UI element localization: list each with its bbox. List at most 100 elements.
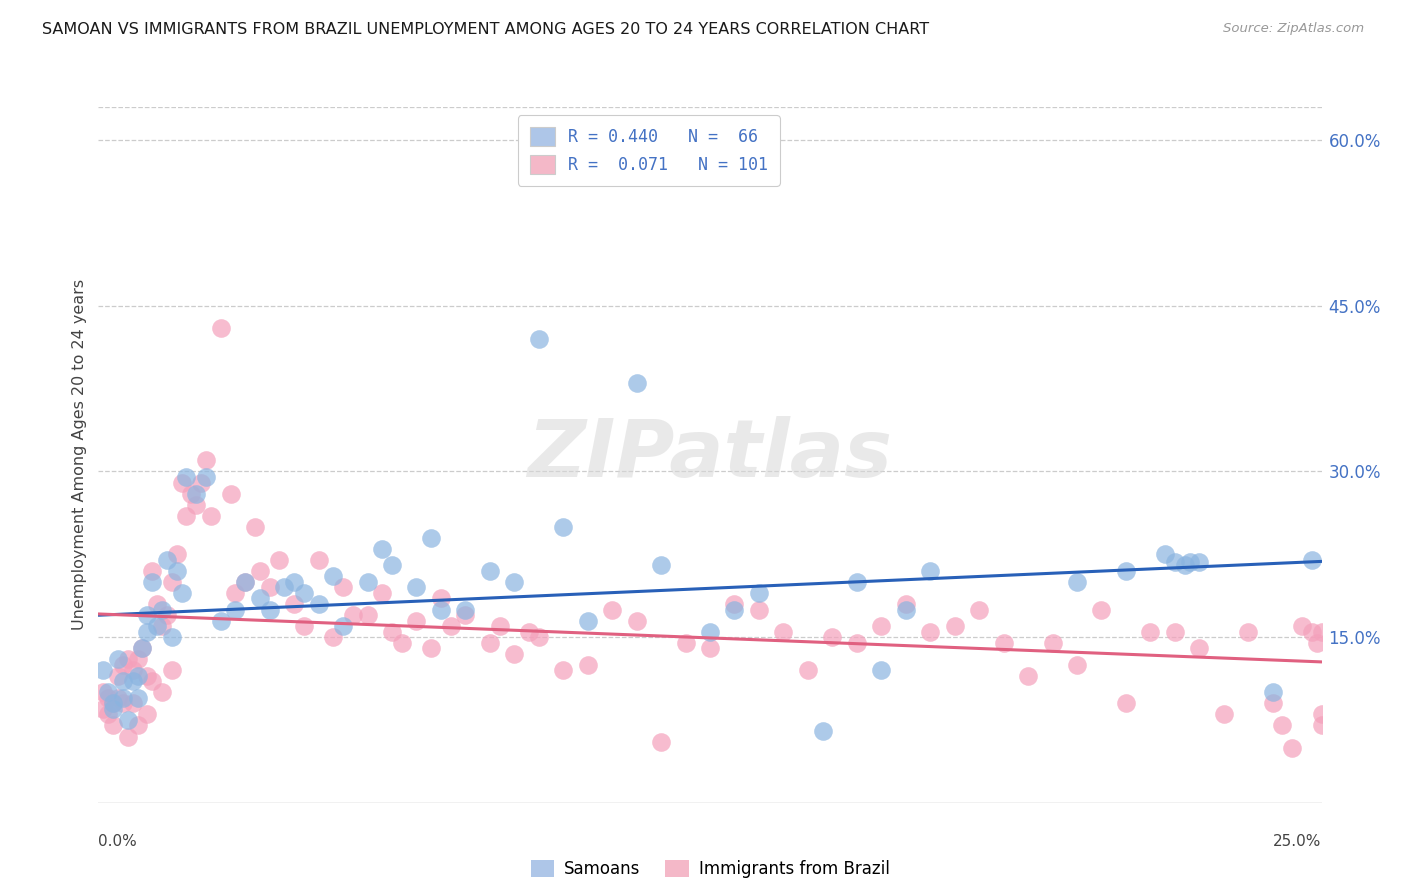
- Point: [224, 586, 246, 600]
- Point: [553, 519, 575, 533]
- Point: [308, 553, 330, 567]
- Point: [1154, 547, 1177, 561]
- Text: 0.0%: 0.0%: [98, 834, 138, 849]
- Text: ZIPatlas: ZIPatlas: [527, 416, 893, 494]
- Point: [356, 608, 378, 623]
- Point: [576, 614, 599, 628]
- Point: [249, 564, 271, 578]
- Point: [150, 619, 173, 633]
- Point: [576, 657, 599, 672]
- Point: [176, 470, 198, 484]
- Point: [1139, 624, 1161, 639]
- Point: [405, 581, 427, 595]
- Point: [160, 663, 183, 677]
- Point: [127, 669, 149, 683]
- Point: [259, 602, 281, 616]
- Point: [141, 574, 163, 589]
- Point: [845, 574, 868, 589]
- Point: [845, 635, 868, 649]
- Point: [97, 690, 120, 705]
- Point: [166, 564, 188, 578]
- Point: [381, 624, 404, 639]
- Point: [1042, 635, 1064, 649]
- Point: [503, 647, 526, 661]
- Point: [723, 602, 745, 616]
- Point: [811, 724, 834, 739]
- Point: [292, 586, 315, 600]
- Point: [870, 663, 893, 677]
- Point: [101, 718, 124, 732]
- Point: [1017, 669, 1039, 683]
- Point: [156, 608, 179, 623]
- Point: [1164, 555, 1187, 569]
- Point: [233, 574, 256, 589]
- Point: [626, 614, 648, 628]
- Point: [97, 685, 120, 699]
- Point: [127, 690, 149, 705]
- Point: [356, 574, 378, 589]
- Point: [454, 602, 477, 616]
- Point: [1174, 558, 1197, 573]
- Point: [371, 541, 394, 556]
- Point: [269, 553, 291, 567]
- Point: [117, 652, 139, 666]
- Point: [186, 486, 208, 500]
- Point: [821, 630, 844, 644]
- Point: [967, 602, 990, 616]
- Point: [176, 508, 198, 523]
- Point: [91, 685, 114, 699]
- Point: [1310, 624, 1333, 639]
- Point: [920, 624, 942, 639]
- Point: [121, 674, 143, 689]
- Point: [101, 697, 124, 711]
- Point: [224, 602, 246, 616]
- Point: [308, 597, 330, 611]
- Point: [209, 614, 232, 628]
- Point: [430, 591, 453, 606]
- Point: [156, 553, 179, 567]
- Point: [993, 635, 1015, 649]
- Point: [1291, 619, 1313, 633]
- Text: Source: ZipAtlas.com: Source: ZipAtlas.com: [1223, 22, 1364, 36]
- Point: [131, 641, 153, 656]
- Point: [1271, 718, 1294, 732]
- Point: [440, 619, 463, 633]
- Point: [699, 624, 721, 639]
- Point: [243, 519, 266, 533]
- Point: [478, 635, 501, 649]
- Point: [699, 641, 721, 656]
- Point: [97, 707, 120, 722]
- Point: [101, 697, 124, 711]
- Point: [283, 574, 305, 589]
- Point: [600, 602, 623, 616]
- Point: [111, 697, 134, 711]
- Point: [650, 735, 672, 749]
- Point: [1090, 602, 1112, 616]
- Point: [420, 531, 443, 545]
- Point: [249, 591, 271, 606]
- Point: [920, 564, 942, 578]
- Point: [1261, 685, 1284, 699]
- Point: [322, 569, 344, 583]
- Point: [748, 586, 770, 600]
- Point: [675, 635, 697, 649]
- Point: [1066, 574, 1088, 589]
- Point: [1310, 718, 1333, 732]
- Point: [527, 630, 550, 644]
- Point: [894, 597, 917, 611]
- Point: [91, 702, 114, 716]
- Point: [527, 332, 550, 346]
- Point: [195, 470, 218, 484]
- Point: [111, 690, 134, 705]
- Y-axis label: Unemployment Among Ages 20 to 24 years: Unemployment Among Ages 20 to 24 years: [72, 279, 87, 631]
- Point: [107, 690, 129, 705]
- Point: [127, 718, 149, 732]
- Point: [150, 685, 173, 699]
- Point: [342, 608, 364, 623]
- Point: [283, 597, 305, 611]
- Point: [146, 597, 169, 611]
- Point: [136, 608, 159, 623]
- Text: SAMOAN VS IMMIGRANTS FROM BRAZIL UNEMPLOYMENT AMONG AGES 20 TO 24 YEARS CORRELAT: SAMOAN VS IMMIGRANTS FROM BRAZIL UNEMPLO…: [42, 22, 929, 37]
- Point: [136, 669, 159, 683]
- Point: [146, 619, 169, 633]
